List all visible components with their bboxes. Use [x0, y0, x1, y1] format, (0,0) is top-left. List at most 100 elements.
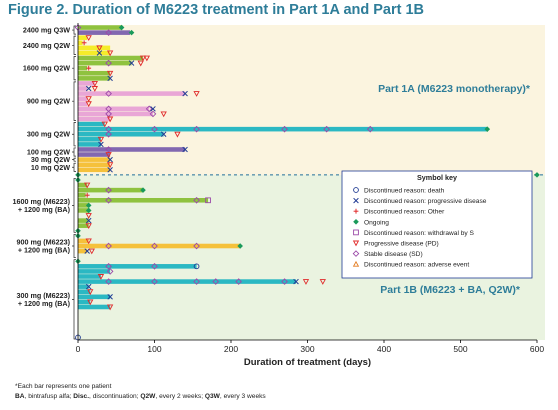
- sd-marker: [235, 278, 242, 285]
- legend-other-symbol: [353, 208, 359, 214]
- pd-marker: [302, 279, 310, 285]
- sd-marker: [281, 125, 288, 133]
- group-label: 10 mg Q2W: [31, 163, 70, 172]
- footnote-abbr: Disc.: [73, 393, 90, 400]
- patient-bar: [78, 55, 144, 61]
- pd-marker: [91, 86, 98, 92]
- patient-bar: [78, 35, 88, 40]
- legend-item-label: Discontinued reason: death: [364, 188, 445, 195]
- patient-bar: [78, 147, 186, 152]
- patient-bar: [78, 294, 111, 300]
- part1b-label: Part 1B (M6223 + BA, Q2W)*: [380, 284, 521, 296]
- patient-bar: [78, 45, 111, 51]
- pd-marker: [160, 111, 167, 118]
- patient-bar: [78, 182, 88, 188]
- sd-marker: [105, 90, 112, 97]
- group-label: 300 mg Q2W: [27, 130, 70, 139]
- sd-marker: [193, 278, 200, 285]
- cross-marker: [85, 217, 92, 224]
- patient-bar: [78, 65, 88, 71]
- group-label: 2400 mg Q2W: [23, 41, 70, 50]
- cross-stroke: [85, 85, 92, 92]
- patient-bar: [78, 218, 89, 223]
- pd-marker: [105, 152, 112, 158]
- cross-stroke: [96, 50, 103, 56]
- ongoing-marker: [237, 243, 243, 249]
- patient-bar: [78, 269, 111, 274]
- patient-bar: [78, 25, 122, 30]
- footnote-each-bar: *Each bar represents one patient: [15, 383, 112, 390]
- pd-marker: [139, 55, 147, 62]
- cross-stroke: [85, 217, 92, 224]
- cross-marker: [182, 90, 188, 97]
- patient-bar: [78, 197, 209, 203]
- ongoing-marker: [484, 126, 491, 132]
- patient-bar: [78, 157, 111, 162]
- pd-marker: [84, 182, 91, 189]
- patient-bar: [78, 162, 111, 168]
- pd-marker: [87, 289, 94, 296]
- group-bracket: [72, 35, 76, 55]
- cross-stroke: [128, 60, 135, 66]
- x-tick-label: 600: [530, 344, 544, 354]
- patient-bar: [78, 243, 241, 249]
- pd-marker: [143, 55, 151, 62]
- other-marker: [84, 192, 90, 198]
- patient-bar: [78, 289, 91, 295]
- patient-bar: [78, 137, 101, 142]
- group-bracket: [72, 162, 76, 172]
- group-label: + 1200 mg (BA): [18, 205, 71, 214]
- legend-ongoing-symbol: [353, 219, 359, 225]
- cross-marker: [96, 50, 103, 56]
- patient-bar: [78, 203, 89, 208]
- patient-bar: [78, 208, 89, 213]
- pd-marker: [85, 238, 92, 245]
- patient-bar: [78, 91, 186, 96]
- patient-bar: [78, 60, 132, 66]
- cross-marker: [293, 278, 299, 285]
- legend-adverse-symbol: [352, 260, 360, 267]
- pd-marker: [97, 274, 105, 280]
- cross-stroke: [107, 167, 113, 173]
- legend-item-label: Ongoing: [364, 219, 389, 226]
- legend-sd-symbol: [352, 250, 360, 257]
- patient-bar: [78, 30, 131, 35]
- patient-bar: [78, 264, 197, 269]
- group-label: 1600 mg (M6223): [12, 197, 70, 206]
- pd-marker: [319, 279, 326, 285]
- footnote-abbr: Q3W: [204, 393, 220, 400]
- sd-marker: [105, 59, 112, 67]
- sd-marker: [149, 110, 157, 118]
- cross-stroke: [107, 75, 113, 82]
- sd-marker: [105, 130, 112, 138]
- cross-stroke: [182, 146, 188, 153]
- x-tick-label: 100: [147, 344, 161, 354]
- cross-marker: [160, 131, 167, 137]
- patient-bar: [78, 238, 89, 244]
- other-marker: [86, 65, 92, 71]
- x-tick-label: 500: [453, 344, 467, 354]
- sd-marker: [193, 196, 200, 204]
- sd-marker: [105, 242, 112, 250]
- pd-marker: [106, 50, 114, 57]
- pd-marker: [85, 35, 92, 42]
- patient-bar: [78, 76, 111, 81]
- cross-marker: [84, 248, 90, 254]
- footnote-text: , bintrafusp alfa;: [24, 393, 74, 400]
- group-label: 300 mg (M6223): [16, 291, 70, 300]
- group-bracket: [72, 81, 76, 121]
- patient-bar: [78, 167, 111, 173]
- legend-pd-symbol: [352, 240, 360, 247]
- cross-stroke: [150, 106, 156, 112]
- pd-marker: [106, 116, 114, 123]
- pd-marker: [88, 248, 95, 255]
- patient-bar: [78, 111, 153, 117]
- cross-marker: [85, 283, 92, 290]
- legend-item-label: Progressive disease (PD): [364, 241, 439, 248]
- cross-stroke: [107, 156, 113, 163]
- group-label: 900 mg Q2W: [27, 97, 70, 106]
- group-label: 1600 mg Q2W: [23, 64, 70, 73]
- footnote-abbr: BA: [15, 393, 25, 400]
- x-tick-label: 200: [224, 344, 238, 354]
- pd-marker: [193, 91, 200, 97]
